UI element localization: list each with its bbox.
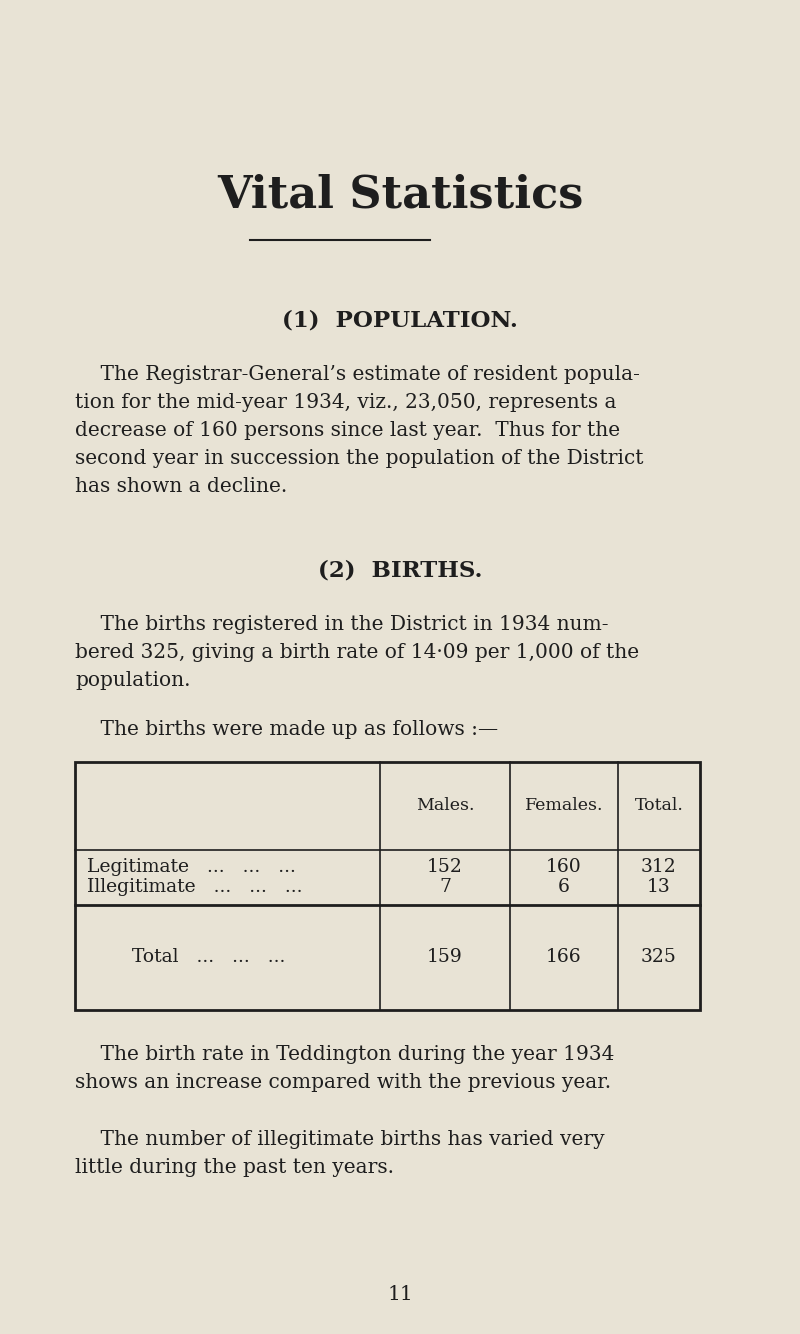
Text: Females.: Females. bbox=[525, 798, 603, 815]
Text: Total.: Total. bbox=[634, 798, 683, 815]
Bar bbox=[75, 762, 700, 1010]
Text: 6: 6 bbox=[558, 878, 570, 896]
Text: (1)  POPULATION.: (1) POPULATION. bbox=[282, 309, 518, 331]
Text: 13: 13 bbox=[647, 878, 671, 896]
Text: Males.: Males. bbox=[416, 798, 474, 815]
Text: Illegitimate   ...   ...   ...: Illegitimate ... ... ... bbox=[87, 878, 302, 896]
Text: 166: 166 bbox=[546, 948, 582, 967]
Text: (2)  BIRTHS.: (2) BIRTHS. bbox=[318, 559, 482, 582]
Text: The births registered in the District in 1934 num-
bered 325, giving a birth rat: The births registered in the District in… bbox=[75, 615, 639, 690]
Text: Legitimate   ...   ...   ...: Legitimate ... ... ... bbox=[87, 858, 296, 875]
Text: Vital Statistics: Vital Statistics bbox=[217, 173, 583, 216]
Text: Total   ...   ...   ...: Total ... ... ... bbox=[132, 948, 286, 967]
Text: 160: 160 bbox=[546, 858, 582, 875]
Text: The births were made up as follows :—: The births were made up as follows :— bbox=[75, 720, 498, 739]
Text: 325: 325 bbox=[641, 948, 677, 967]
Text: The birth rate in Teddington during the year 1934
shows an increase compared wit: The birth rate in Teddington during the … bbox=[75, 1045, 614, 1093]
Text: 152: 152 bbox=[427, 858, 463, 875]
Text: 7: 7 bbox=[439, 878, 451, 896]
Text: The Registrar-General’s estimate of resident popula-
tion for the mid-year 1934,: The Registrar-General’s estimate of resi… bbox=[75, 366, 643, 496]
Text: 11: 11 bbox=[387, 1286, 413, 1305]
Text: 312: 312 bbox=[641, 858, 677, 875]
Text: The number of illegitimate births has varied very
little during the past ten yea: The number of illegitimate births has va… bbox=[75, 1130, 605, 1177]
Text: 159: 159 bbox=[427, 948, 463, 967]
